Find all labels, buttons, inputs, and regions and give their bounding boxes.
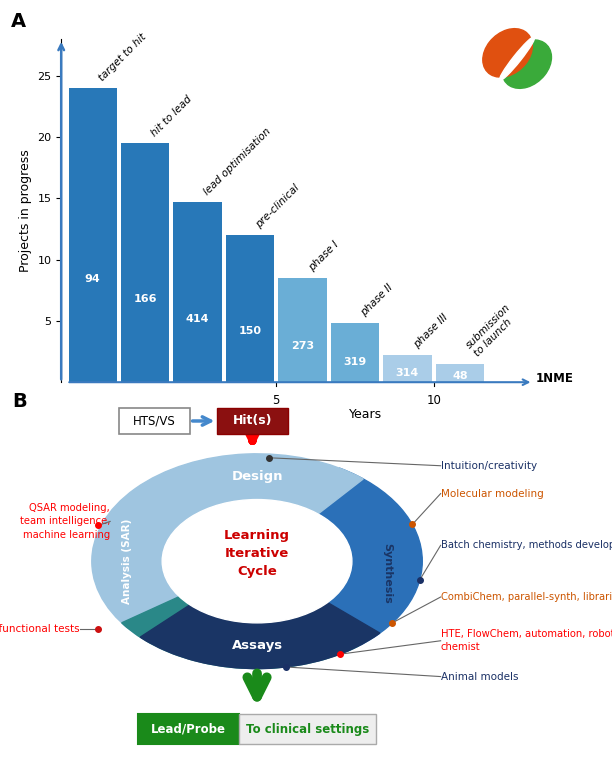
Text: 319: 319 [343,356,367,367]
Bar [383,355,431,382]
Text: 150: 150 [239,326,261,335]
Text: Molecular modeling: Molecular modeling [441,488,543,498]
Ellipse shape [483,29,532,77]
Text: submission
to launch: submission to launch [464,303,521,359]
Text: To clinical settings: To clinical settings [246,723,369,736]
Text: In vitro, HTS, functional tests: In vitro, HTS, functional tests [0,624,80,634]
Text: 414: 414 [186,314,209,324]
Wedge shape [92,454,364,637]
Text: A: A [11,12,26,30]
Text: 94: 94 [85,275,100,284]
Text: Learning
Iterative
Cycle: Learning Iterative Cycle [224,529,290,578]
Text: Assays: Assays [231,640,283,652]
Text: 273: 273 [291,341,314,351]
Text: Animal models: Animal models [441,672,518,682]
Text: hit to lead: hit to lead [149,94,194,138]
Text: phase I: phase I [307,239,340,273]
Text: lead optimisation: lead optimisation [202,126,273,197]
Text: Design: Design [231,470,283,483]
Text: Lead/Probe: Lead/Probe [151,723,226,736]
Text: 10: 10 [426,395,441,407]
Wedge shape [304,468,422,654]
Text: Analysis (SAR): Analysis (SAR) [122,519,132,604]
Text: pre-clinical: pre-clinical [254,183,302,230]
Text: QSAR modeling,
team intelligence,
machine learning: QSAR modeling, team intelligence, machin… [20,503,110,540]
Text: 5: 5 [272,395,280,407]
Circle shape [162,499,352,623]
Text: Years: Years [349,408,382,421]
FancyBboxPatch shape [217,408,288,434]
Text: B: B [12,392,27,411]
Ellipse shape [499,37,535,80]
Bar [226,235,274,382]
Ellipse shape [502,40,551,88]
Text: Synthesis: Synthesis [382,543,392,604]
Bar [331,324,379,382]
Text: 166: 166 [133,293,157,303]
Y-axis label: Projects in progress: Projects in progress [19,149,32,272]
Text: phase III: phase III [412,313,450,350]
Text: phase II: phase II [359,282,395,318]
FancyBboxPatch shape [119,408,190,434]
Text: 48: 48 [452,370,468,381]
Text: CombiChem, parallel-synth, libraries: CombiChem, parallel-synth, libraries [441,592,612,602]
Bar [278,278,327,382]
Text: HTE, FlowChem, automation, robot
chemist: HTE, FlowChem, automation, robot chemist [441,629,612,652]
Bar [173,202,222,382]
Text: Batch chemistry, methods development: Batch chemistry, methods development [441,541,612,551]
FancyBboxPatch shape [138,714,239,744]
FancyBboxPatch shape [239,714,376,744]
Text: 1NME: 1NME [536,372,574,385]
Wedge shape [122,597,359,668]
Bar [121,144,170,382]
Text: Hit(s): Hit(s) [233,414,272,427]
Wedge shape [140,602,380,668]
Text: Intuition/creativity: Intuition/creativity [441,461,537,471]
Text: target to hit: target to hit [97,32,148,83]
Text: HTS/VS: HTS/VS [133,414,176,427]
Text: 314: 314 [396,367,419,378]
Bar [69,88,117,382]
Bar [436,363,484,382]
